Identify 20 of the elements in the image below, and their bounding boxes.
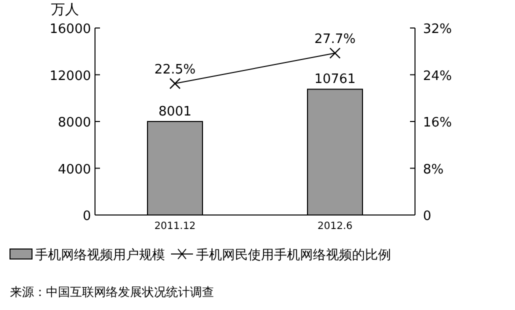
data-label: 27.7% (314, 32, 356, 48)
y2-tick-label: 0 (423, 209, 432, 224)
y-tick-label: 0 (82, 209, 91, 224)
x-tick-label: 2012.6 (318, 221, 352, 232)
legend-label: 手机网络视频用户规模 (35, 248, 165, 263)
y2-tick-label: 16% (423, 116, 452, 130)
y2-tick-label: 24% (423, 68, 452, 84)
y-tick-label: 8000 (58, 116, 91, 130)
data-label: 8001 (158, 104, 192, 120)
y2-tick-label: 32% (423, 22, 452, 37)
data-label: 22.5% (154, 62, 196, 78)
y-tick-label: 16000 (50, 22, 91, 37)
y-axis-title: 万人 (51, 2, 79, 18)
data-label: 10761 (314, 72, 356, 88)
y-tick-label: 12000 (50, 68, 91, 84)
y-tick-label: 4000 (58, 162, 91, 178)
legend-label: 手机网民使用手机网络视频的比例 (196, 248, 391, 263)
y2-tick-label: 8% (423, 162, 444, 178)
source-note: 来源：中国互联网络发展状况统计调查 (10, 285, 214, 299)
x-tick-label: 2011.12 (154, 221, 196, 232)
